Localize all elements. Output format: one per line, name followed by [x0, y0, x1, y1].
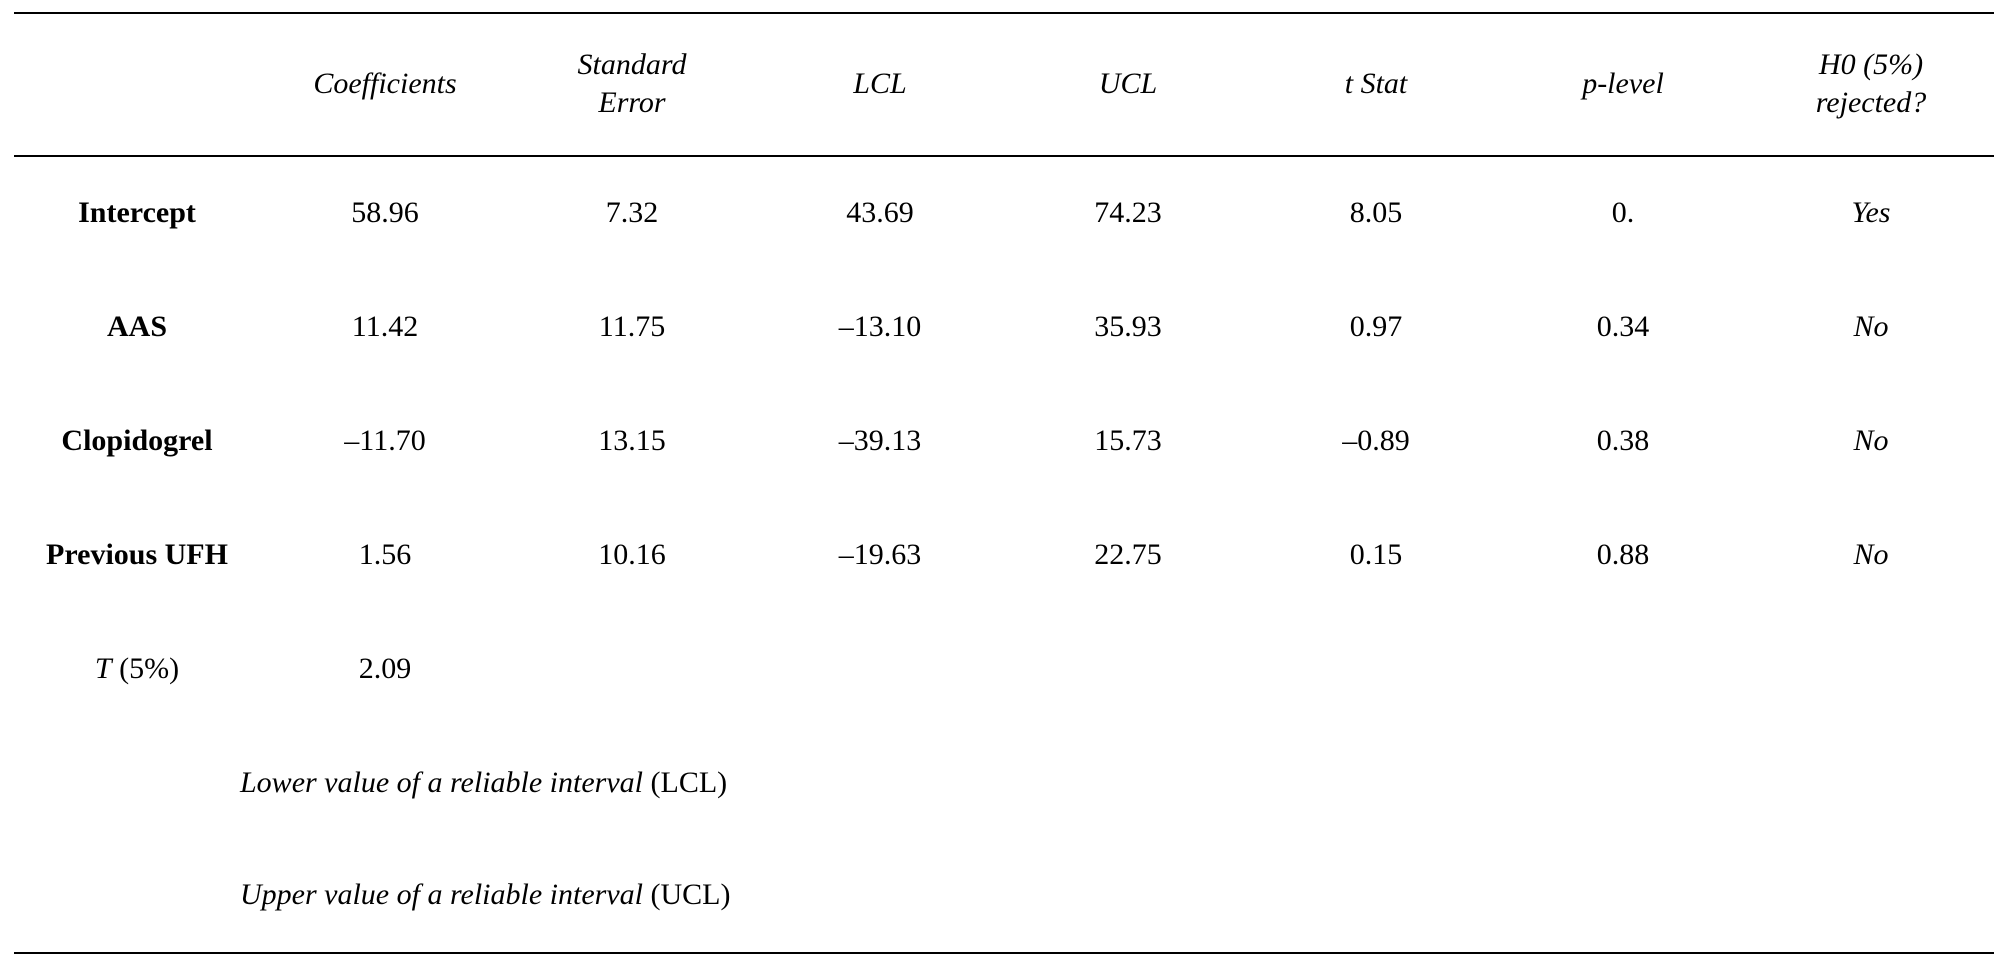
cell-coefficient: 1.56 [358, 538, 412, 571]
cell-standard-error: 13.15 [598, 424, 666, 457]
cell-t-critical-value: 2.09 [358, 652, 412, 685]
cell-t-stat: –0.89 [1342, 424, 1410, 457]
cell-p-level: 0.88 [1596, 538, 1650, 571]
cell-p-level: 0.34 [1596, 310, 1650, 343]
cell-t-stat: 8.05 [1349, 196, 1403, 229]
t-variable: T [94, 652, 112, 685]
row-label-aas: AAS [106, 310, 168, 343]
cell-standard-error: 11.75 [598, 310, 666, 343]
header-standard-error-line1: Standard [577, 48, 687, 81]
cell-p-level: 0.38 [1596, 424, 1650, 457]
header-p-level: p-level [1582, 67, 1664, 100]
cell-t-stat: 0.15 [1349, 538, 1403, 571]
note-lcl: Lower value of a reliable interval (LCL) [240, 764, 727, 802]
header-ucl: UCL [1098, 67, 1158, 100]
note-lcl-abbr: (LCL) [650, 766, 728, 799]
header-h0-line1: H0 (5%) [1818, 48, 1924, 81]
cell-p-level: 0. [1611, 196, 1635, 229]
cell-h0-rejected: Yes [1851, 196, 1891, 229]
cell-h0-rejected: No [1853, 538, 1889, 571]
row-label-t-critical: T (5%) [95, 650, 179, 688]
cell-t-stat: 0.97 [1349, 310, 1403, 343]
table-header-rule [14, 155, 1994, 157]
cell-ucl: 74.23 [1094, 196, 1162, 229]
row-label-previous-ufh: Previous UFH [46, 538, 228, 571]
cell-coefficient: 11.42 [351, 310, 419, 343]
cell-standard-error: 7.32 [605, 196, 659, 229]
t-significance: (5%) [111, 652, 180, 685]
cell-ucl: 15.73 [1094, 424, 1162, 457]
cell-coefficient: 58.96 [351, 196, 419, 229]
row-label-clopidogrel: Clopidogrel [61, 424, 213, 457]
cell-lcl: –13.10 [838, 310, 922, 343]
note-ucl-abbr: (UCL) [650, 878, 731, 911]
cell-h0-rejected: No [1853, 310, 1889, 343]
note-ucl-text: Upper value of a reliable interval [240, 878, 643, 911]
cell-standard-error: 10.16 [598, 538, 666, 571]
cell-lcl: –19.63 [838, 538, 922, 571]
row-label-intercept: Intercept [78, 196, 196, 229]
cell-lcl: 43.69 [846, 196, 914, 229]
header-t-stat: t Stat [1344, 67, 1408, 100]
cell-lcl: –39.13 [838, 424, 922, 457]
header-standard-error-line2: Error [598, 86, 666, 119]
header-lcl: LCL [853, 67, 907, 100]
note-lcl-text: Lower value of a reliable interval [240, 766, 643, 799]
cell-h0-rejected: No [1853, 424, 1889, 457]
cell-ucl: 22.75 [1094, 538, 1162, 571]
table-top-rule [14, 12, 1994, 14]
cell-coefficient: –11.70 [344, 424, 426, 457]
cell-ucl: 35.93 [1094, 310, 1162, 343]
header-h0-line2: rejected? [1815, 86, 1927, 119]
header-coefficients: Coefficients [313, 67, 457, 100]
table-bottom-rule [14, 952, 1994, 954]
note-ucl: Upper value of a reliable interval (UCL) [240, 876, 730, 914]
